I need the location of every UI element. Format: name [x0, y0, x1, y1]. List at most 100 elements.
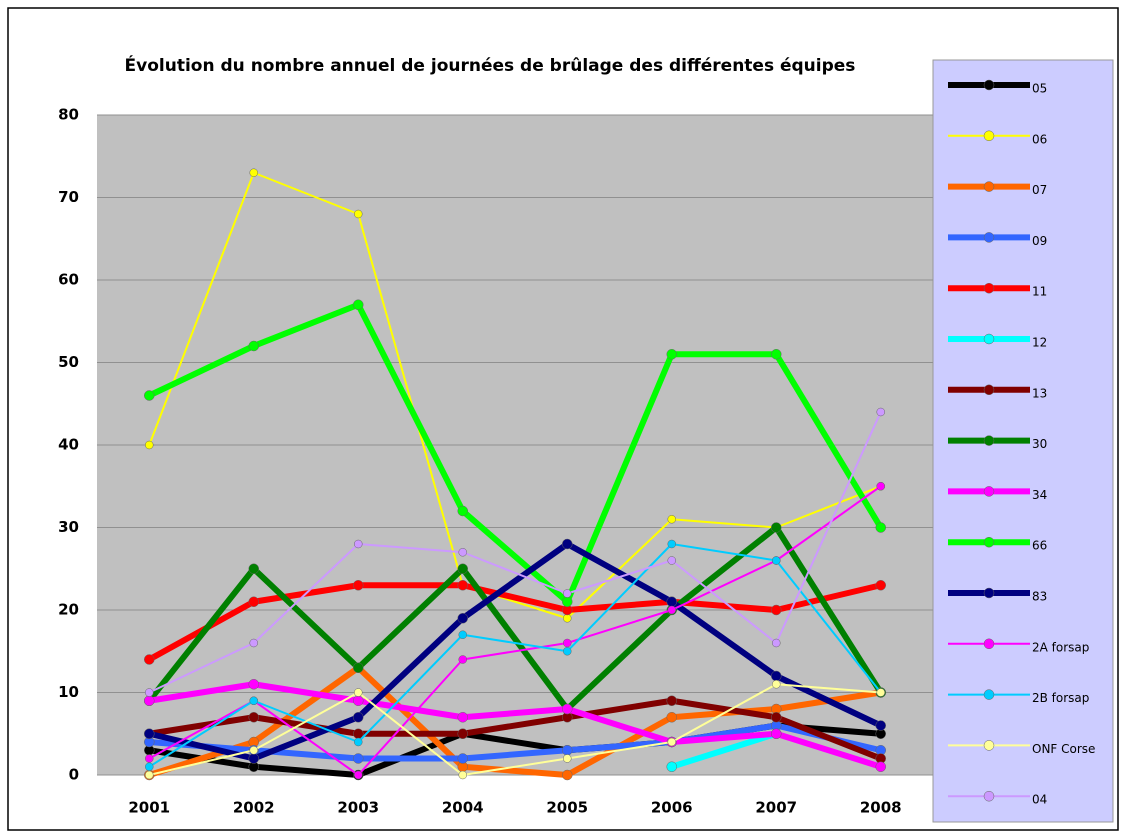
data-point: [145, 440, 154, 450]
legend-label: 11: [1032, 285, 1047, 299]
series-line: [148, 171, 882, 620]
legend-marker: [983, 282, 995, 294]
legend-marker: [983, 181, 995, 192]
data-point: [457, 613, 468, 624]
data-point: [248, 712, 259, 723]
data-point: [353, 299, 364, 310]
data-point: [354, 770, 363, 780]
legend-marker: [983, 740, 995, 751]
x-tick-label: 2005: [546, 799, 588, 817]
data-point: [249, 696, 258, 705]
series-line: [148, 681, 882, 770]
legend-label: 2B forsap: [1032, 691, 1089, 705]
data-point: [771, 522, 782, 533]
data-point: [353, 580, 364, 591]
data-point: [667, 515, 676, 524]
data-point: [353, 712, 364, 723]
legend-label: 07: [1032, 183, 1047, 197]
data-point: [562, 769, 573, 781]
legend-marker: [983, 384, 995, 396]
y-tick-label: 70: [58, 188, 79, 206]
data-point: [457, 563, 468, 574]
data-point: [875, 720, 886, 731]
data-point: [562, 703, 573, 715]
data-point: [457, 505, 468, 517]
data-point: [145, 770, 154, 780]
legend-marker: [983, 79, 995, 91]
data-point: [458, 655, 467, 664]
x-tick-label: 2004: [442, 799, 484, 817]
data-point: [875, 580, 886, 591]
legend-marker: [983, 638, 995, 650]
legend-marker: [983, 130, 995, 142]
data-point: [771, 712, 782, 723]
data-point: [771, 604, 782, 616]
legend-marker: [983, 333, 995, 345]
data-point: [457, 728, 468, 739]
y-tick-label: 30: [58, 518, 79, 536]
series-line: [146, 524, 884, 712]
data-point: [248, 596, 259, 607]
data-point: [458, 770, 467, 780]
data-point: [667, 605, 676, 615]
legend-marker: [983, 689, 995, 700]
data-point: [875, 761, 886, 772]
legend-label: 04: [1032, 793, 1047, 807]
x-tick-label: 2002: [233, 799, 275, 817]
data-point: [667, 539, 676, 549]
data-point: [144, 654, 155, 665]
y-tick-label: 10: [58, 683, 79, 701]
data-point: [563, 647, 572, 656]
legend-label: 66: [1032, 539, 1047, 553]
series-line: [148, 697, 882, 762]
data-point: [457, 712, 468, 723]
data-point: [666, 349, 677, 360]
data-point: [666, 695, 677, 706]
data-point: [563, 754, 572, 763]
data-point: [666, 596, 677, 607]
y-tick-label: 40: [58, 436, 79, 454]
data-point: [771, 670, 782, 682]
x-tick-label: 2007: [755, 799, 797, 817]
legend-marker: [983, 536, 995, 548]
legend-label: ONF Corse: [1032, 742, 1095, 756]
data-point: [353, 662, 364, 673]
data-point: [875, 522, 886, 533]
data-point: [562, 538, 573, 550]
data-point: [876, 688, 885, 697]
data-point: [144, 728, 155, 739]
data-point: [457, 580, 468, 591]
series-line: [148, 411, 882, 694]
chart-title: Évolution du nombre annuel de journées d…: [125, 54, 856, 76]
data-point: [772, 638, 781, 648]
data-point: [353, 695, 364, 706]
data-point: [248, 563, 259, 574]
data-point: [248, 679, 259, 690]
data-point: [562, 745, 573, 756]
data-point: [771, 728, 782, 739]
legend-label: 2A forsap: [1032, 640, 1089, 654]
series-line: [670, 730, 778, 770]
x-tick-label: 2006: [651, 799, 693, 817]
data-point: [771, 349, 782, 360]
data-point: [876, 407, 885, 417]
legend-marker: [983, 587, 995, 599]
data-point: [353, 753, 364, 764]
data-point: [145, 762, 154, 771]
series-line: [148, 543, 882, 768]
y-tick-label: 80: [58, 106, 79, 124]
legend-label: 83: [1032, 590, 1047, 604]
y-tick-label: 20: [58, 601, 79, 619]
legend-marker: [983, 435, 995, 446]
x-tick-label: 2008: [860, 799, 902, 817]
data-point: [354, 737, 363, 747]
data-point: [144, 390, 155, 401]
legend-marker: [983, 232, 995, 243]
data-point: [457, 753, 468, 764]
data-point: [248, 340, 259, 352]
data-point: [876, 482, 885, 491]
legend-label: 34: [1032, 488, 1047, 502]
data-point: [354, 209, 363, 219]
data-point: [667, 737, 676, 747]
